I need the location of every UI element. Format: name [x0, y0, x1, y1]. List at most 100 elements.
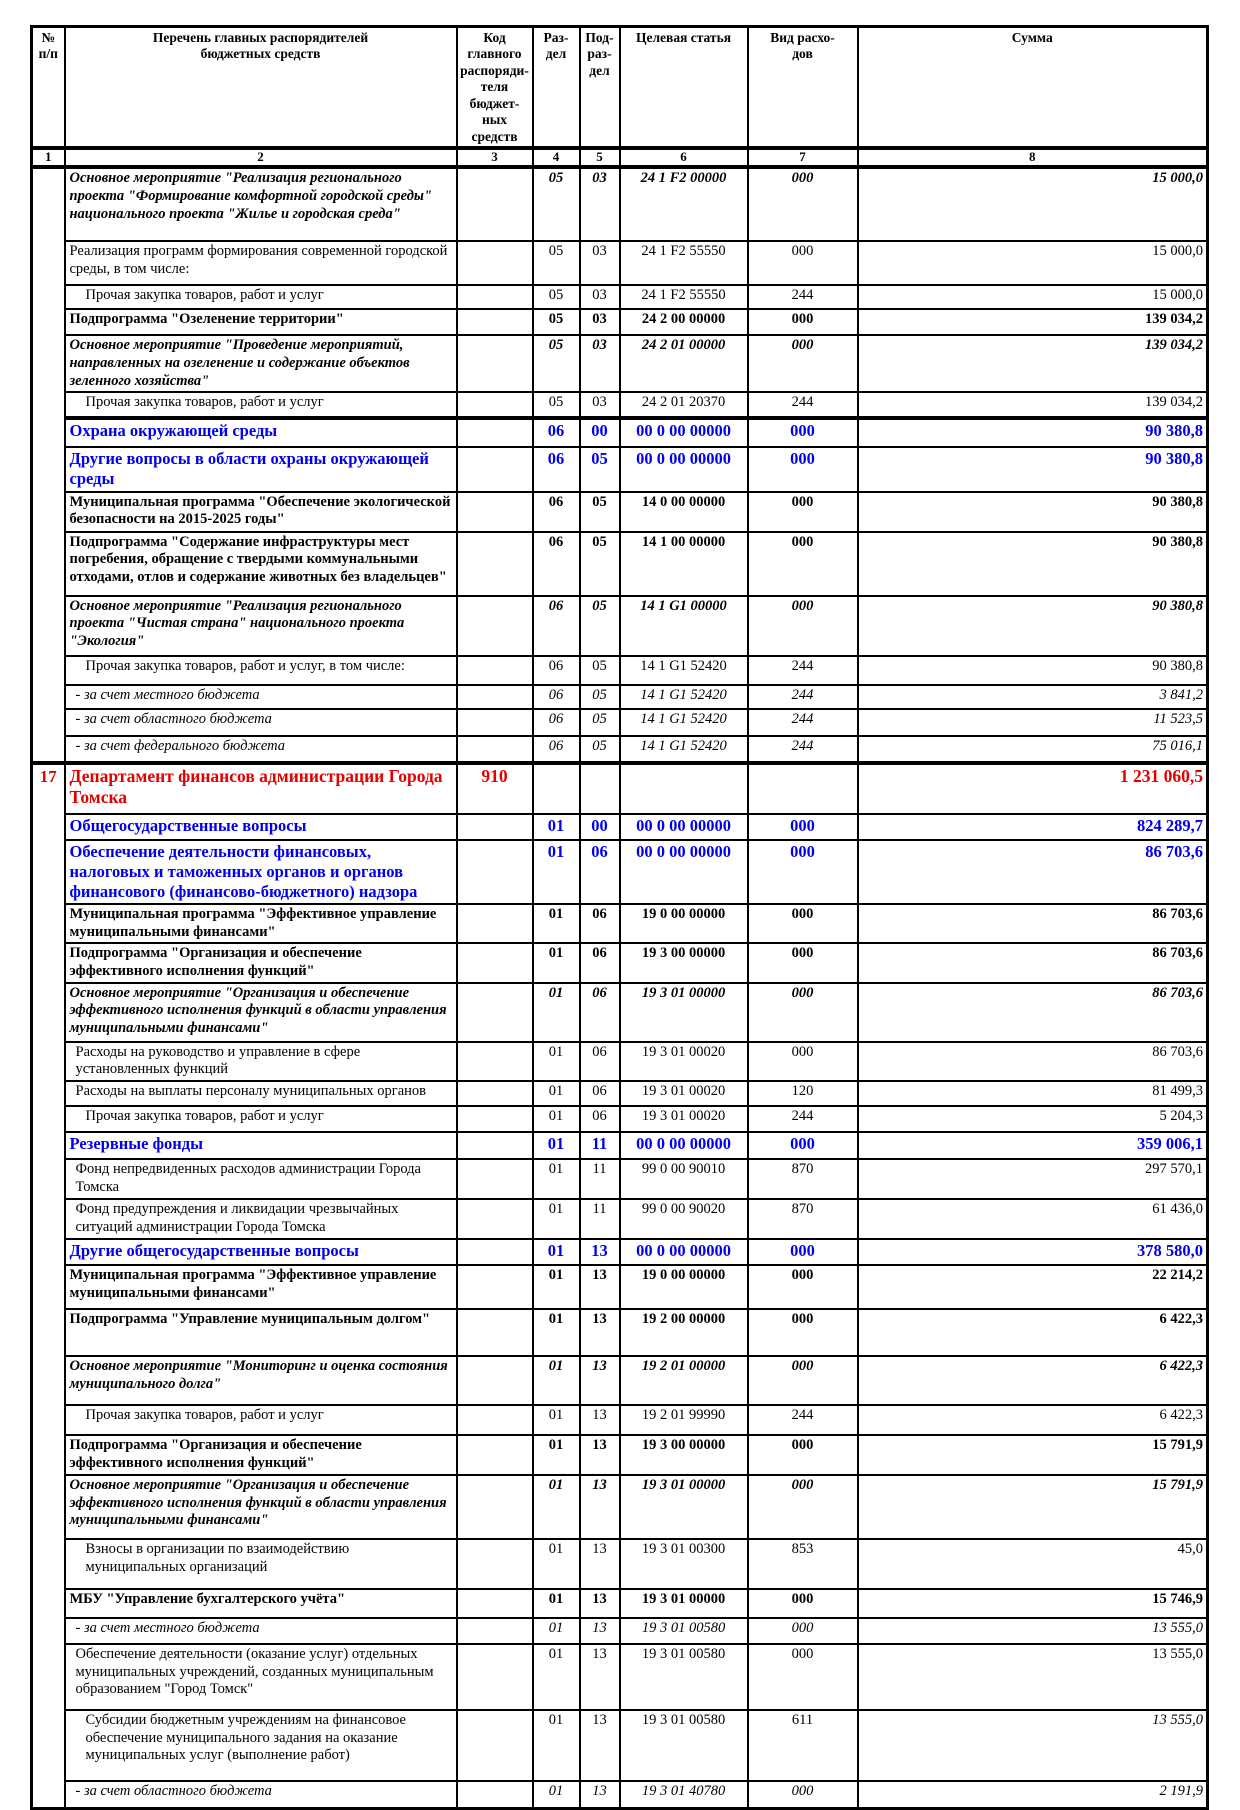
grbs-code-cell — [455, 942, 534, 984]
expense-type-cell: 120 — [746, 1080, 859, 1108]
grbs-code-cell — [455, 416, 534, 449]
sum-cell: 45,0 — [856, 1538, 1209, 1591]
podrazdel-cell: 05 — [578, 446, 621, 493]
sum-cell: 86 703,6 — [856, 902, 1209, 945]
expense-type-cell: 000 — [746, 166, 859, 243]
expense-type-cell: 000 — [746, 1588, 859, 1620]
podrazdel-cell: 05 — [578, 594, 621, 657]
recipient-label-cell: Резервные фонды — [63, 1131, 458, 1161]
sum-cell: 86 703,6 — [856, 1040, 1209, 1083]
razdel-cell: 01 — [531, 1308, 581, 1358]
grbs-code-cell — [455, 707, 534, 737]
expense-type-cell: 000 — [746, 1780, 859, 1810]
table-row: Резервные фонды 01 11 00 0 00 00000 000 359 0… — [32, 1131, 1209, 1161]
recipient-label-cell: Муниципальная программа "Эффективное упр… — [63, 902, 458, 945]
razdel-cell: 06 — [531, 707, 581, 737]
sum-cell: 6 422,3 — [856, 1355, 1209, 1407]
expense-type-cell: 000 — [746, 981, 859, 1043]
expense-type-cell: 000 — [746, 902, 859, 945]
razdel-cell: 01 — [531, 1617, 581, 1646]
recipient-label-cell: Подпрограмма "Содержание инфраструктуры … — [63, 530, 458, 597]
sum-cell: 15 000,0 — [856, 166, 1209, 243]
expense-type-cell: 244 — [746, 1404, 859, 1437]
podrazdel-cell: 13 — [578, 1264, 621, 1311]
podrazdel-cell: 13 — [578, 1538, 621, 1591]
table-row: Обеспечение деятельности финансовых, нал… — [32, 838, 1209, 905]
razdel-cell: 05 — [531, 391, 581, 420]
target-article-cell: 14 1 G1 00000 — [618, 594, 749, 657]
table-row: Другие общегосударственные вопросы 01 13 00… — [32, 1238, 1209, 1267]
recipient-label-cell: Основное мероприятие "Реализация региона… — [63, 166, 458, 243]
target-article-cell: 19 2 01 00000 — [618, 1355, 749, 1407]
razdel-cell: 01 — [531, 1643, 581, 1712]
recipient-label-cell: Обеспечение деятельности (оказание услуг… — [63, 1643, 458, 1712]
recipient-label-cell: Реализация программ формирования совреме… — [63, 240, 458, 287]
recipient-label-cell: Основное мероприятие "Организация и обес… — [63, 1474, 458, 1541]
sum-cell: 6 422,3 — [856, 1404, 1209, 1437]
target-article-cell: 24 1 F2 00000 — [618, 166, 749, 243]
podrazdel-cell: 05 — [578, 683, 621, 710]
recipient-label-cell: Прочая закупка товаров, работ и услуг — [63, 391, 458, 420]
razdel-cell: 01 — [531, 1538, 581, 1591]
podrazdel-cell: 05 — [578, 530, 621, 597]
expense-type-cell: 000 — [746, 446, 859, 493]
podrazdel-cell: 13 — [578, 1404, 621, 1437]
sum-cell: 90 380,8 — [856, 416, 1209, 449]
podrazdel-cell: 06 — [578, 902, 621, 945]
target-article-cell: 19 3 01 00000 — [618, 1474, 749, 1541]
table-row: Общегосударственные вопросы 01 00 00 0 00 0… — [32, 812, 1209, 841]
razdel-cell: 01 — [531, 838, 581, 905]
table-row: Основное мероприятие "Проведение меропри… — [32, 334, 1209, 394]
grbs-code-cell — [455, 334, 534, 394]
grbs-code-cell — [455, 166, 534, 243]
podrazdel-cell: 13 — [578, 1709, 621, 1783]
sum-cell: 90 380,8 — [856, 490, 1209, 533]
recipient-label-cell: Основное мероприятие "Проведение меропри… — [63, 334, 458, 394]
recipient-label-cell: Прочая закупка товаров, работ и услуг — [63, 1404, 458, 1437]
podrazdel-cell: 13 — [578, 1643, 621, 1712]
target-article-cell: 24 2 00 00000 — [618, 308, 749, 337]
expense-type-cell: 000 — [746, 416, 859, 449]
expense-type-cell — [746, 760, 859, 815]
target-article-cell: 19 3 01 00020 — [618, 1105, 749, 1134]
grbs-code-cell — [455, 530, 534, 597]
row-number-cell — [30, 166, 66, 764]
expense-type-cell: 000 — [746, 838, 859, 905]
recipient-label-cell: Подпрограмма "Озеленение территории" — [63, 308, 458, 337]
sum-cell: 2 191,9 — [856, 1780, 1209, 1810]
razdel-cell: 01 — [531, 1080, 581, 1108]
grbs-code-cell — [455, 1588, 534, 1620]
table-row: МБУ "Управление бухгалтерского учёта" 01 1… — [32, 1588, 1209, 1620]
razdel-cell: 01 — [531, 1474, 581, 1541]
expense-type-cell: 870 — [746, 1198, 859, 1241]
recipient-label-cell: Субсидии бюджетным учреждениям на финанс… — [63, 1709, 458, 1783]
razdel-cell: 05 — [531, 240, 581, 287]
podrazdel-cell: 06 — [578, 981, 621, 1043]
target-article-cell: 19 3 00 00000 — [618, 942, 749, 984]
grbs-code-cell — [455, 446, 534, 493]
podrazdel-cell: 06 — [578, 1040, 621, 1083]
podrazdel-cell: 06 — [578, 1105, 621, 1134]
razdel-cell: 01 — [531, 812, 581, 841]
podrazdel-cell: 05 — [578, 654, 621, 686]
razdel-cell: 01 — [531, 1404, 581, 1437]
podrazdel-cell: 05 — [578, 707, 621, 737]
razdel-cell: 01 — [531, 942, 581, 984]
target-article-cell: 19 3 01 00020 — [618, 1040, 749, 1083]
target-article-cell: 19 3 01 00580 — [618, 1617, 749, 1646]
target-article-cell: 14 1 G1 52420 — [618, 654, 749, 686]
recipient-label-cell: - за счет федерального бюджета — [63, 734, 458, 764]
podrazdel-cell: 13 — [578, 1617, 621, 1646]
recipient-label-cell: Общегосударственные вопросы — [63, 812, 458, 841]
target-article-cell: 19 3 01 00000 — [618, 1588, 749, 1620]
target-article-cell: 14 1 00 00000 — [618, 530, 749, 597]
podrazdel-cell: 13 — [578, 1780, 621, 1810]
expense-type-cell: 000 — [746, 942, 859, 984]
sum-cell: 139 034,2 — [856, 308, 1209, 337]
recipient-label-cell: Основное мероприятие "Организация и обес… — [63, 981, 458, 1043]
header-recipients: Перечень главных распорядителей бюджетны… — [63, 25, 458, 150]
sum-cell: 378 580,0 — [856, 1238, 1209, 1267]
table-row: Прочая закупка товаров, работ и услуг 01 0… — [32, 1105, 1209, 1134]
grbs-code-cell — [455, 284, 534, 311]
sum-cell: 90 380,8 — [856, 654, 1209, 686]
